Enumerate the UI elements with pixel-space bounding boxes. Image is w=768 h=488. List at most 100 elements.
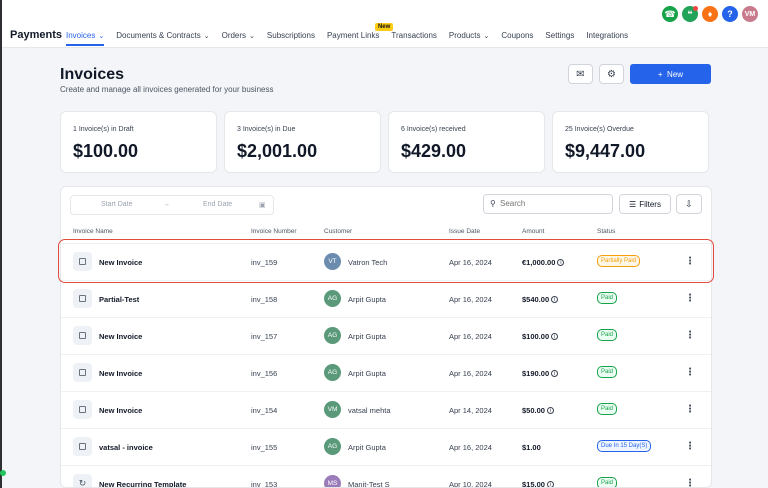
issue-date: Apr 16, 2024 [449,295,492,304]
new-badge: New [374,23,394,31]
feedback-button[interactable]: ✉ [568,64,593,84]
download-button[interactable]: ⇩ [676,194,702,214]
megaphone-icon[interactable]: ❝ [682,6,698,22]
invoice-name[interactable]: New Recurring Template [99,480,187,488]
checkbox-square [79,258,86,265]
invoice-name[interactable]: New Invoice [99,332,143,341]
more-options-icon[interactable]: ⋮ [685,293,695,304]
nav-invoices[interactable]: Invoices ⌄ [66,31,105,46]
notification-dot [693,6,698,11]
invoice-name[interactable]: New Invoice [99,406,143,415]
calendar-icon[interactable]: ▣ [259,202,266,209]
checkbox-square [79,406,86,413]
amount-value: $1.00 [522,443,541,452]
issue-date: Apr 16, 2024 [449,369,492,378]
invoice-name[interactable]: Partial-Test [99,295,140,304]
bell-icon[interactable]: ♦ [702,6,718,22]
nav-label: Integrations [586,31,629,40]
checkbox-square [79,332,86,339]
customer-name: Manit-Test S [348,480,390,488]
customer-avatar: VT [324,253,341,270]
table-row[interactable]: New Invoice inv_157 AG Arpit Gupta Apr 16, 2… [61,317,711,354]
invoice-name[interactable]: New Invoice [99,258,143,267]
invoice-checkbox[interactable] [73,289,92,308]
more-options-icon[interactable]: ⋮ [685,256,695,267]
table-row[interactable]: Partial-Test inv_158 AG Arpit Gupta Apr 16, … [61,280,711,317]
nav-subscriptions[interactable]: Subscriptions [267,31,315,40]
info-icon[interactable]: i [551,296,559,303]
table-row[interactable]: vatsal - invoice inv_155 AG Arpit Gupta Apr … [61,428,711,465]
customer-avatar: AG [324,290,341,307]
nav-label: Subscriptions [266,31,315,40]
customer-name: Arpit Gupta [348,295,386,304]
nav-settings[interactable]: Settings [545,31,574,40]
nav-coupons[interactable]: Coupons [501,31,533,40]
search-icon: ⚲ [490,199,496,208]
gear-icon: ⚙ [607,68,616,80]
amount-value: $50.00 [522,406,545,415]
nav-documents-contracts[interactable]: Documents & Contracts ⌄ [116,31,209,40]
invoice-checkbox[interactable] [73,363,92,382]
invoice-table-panel: Start Date → End Date ▣ ⚲ ☰ Filters ⇩ In… [60,186,712,488]
nav-payment-links[interactable]: Payment Links New [326,23,394,40]
nav-label: Payment Links [326,31,380,40]
invoice-checkbox[interactable] [73,326,92,345]
nav-integrations[interactable]: Integrations [586,31,628,40]
date-range-picker[interactable]: Start Date → End Date ▣ [70,195,274,215]
invoice-checkbox[interactable] [73,252,92,271]
invoice-name[interactable]: vatsal - invoice [99,443,153,452]
table-row[interactable]: New Invoice inv_156 AG Arpit Gupta Apr 16, 2… [61,354,711,391]
invoice-name[interactable]: New Invoice [99,369,143,378]
info-icon[interactable]: i [546,481,554,487]
column-header: Invoice Number [251,228,297,235]
stat-card: 6 Invoice(s) received $429.00 [388,111,545,173]
amount: $100.00 i [522,332,559,341]
customer-name: Arpit Gupta [348,369,386,378]
settings-button[interactable]: ⚙ [599,64,624,84]
end-date-input[interactable]: End Date [203,201,233,208]
stat-label: 6 Invoice(s) received [401,126,466,133]
search-box[interactable]: ⚲ [483,194,613,214]
more-options-icon[interactable]: ⋮ [685,404,695,415]
table-row[interactable]: New Invoice inv_159 VT Vatron Tech Apr 16, 2… [61,243,711,280]
invoice-number: inv_153 [251,480,278,488]
customer-avatar: MS [324,475,341,487]
customer-name: Arpit Gupta [348,332,386,341]
user-avatar[interactable]: VM [742,6,758,22]
stat-label: 3 Invoice(s) in Due [237,126,296,133]
phone-icon[interactable]: ☎ [662,6,678,22]
invoice-checkbox[interactable] [73,400,92,419]
info-icon[interactable]: i [546,407,554,414]
more-options-icon[interactable]: ⋮ [685,478,695,488]
more-options-icon[interactable]: ⋮ [685,441,695,452]
new-button-label: New [667,69,684,79]
nav-label: Transactions [391,31,437,40]
filters-button[interactable]: ☰ Filters [619,194,671,214]
filter-icon: ☰ [629,199,637,209]
nav-label: Invoices [66,31,96,40]
amount-value: $15.00 [522,480,545,488]
more-options-icon[interactable]: ⋮ [685,367,695,378]
nav-transactions[interactable]: Transactions [391,31,437,40]
invoice-checkbox[interactable] [73,437,92,456]
invoice-number: inv_155 [251,443,278,452]
status-badge: Paid [597,477,618,487]
status-badge: Paid [597,403,618,415]
nav-orders[interactable]: Orders ⌄ [222,31,255,40]
stat-value: $9,447.00 [565,141,646,161]
more-options-icon[interactable]: ⋮ [685,330,695,341]
recurring-icon[interactable]: ↻ [73,474,92,487]
info-icon[interactable]: i [557,259,565,266]
stat-label: 1 Invoice(s) in Draft [73,126,134,133]
search-input[interactable] [500,199,605,208]
new-invoice-button[interactable]: + New [630,64,711,84]
nav-products[interactable]: Products ⌄ [449,31,489,40]
info-icon[interactable]: i [551,333,559,340]
checkbox-square [79,369,86,376]
table-row[interactable]: New Invoice inv_154 VM vatsal mehta Apr 14, … [61,391,711,428]
table-row[interactable]: ↻ New Recurring Template inv_153 MS Manit-Te… [61,465,711,488]
start-date-input[interactable]: Start Date [101,201,133,208]
info-icon[interactable]: i [551,370,559,377]
help-icon[interactable]: ? [722,6,738,22]
